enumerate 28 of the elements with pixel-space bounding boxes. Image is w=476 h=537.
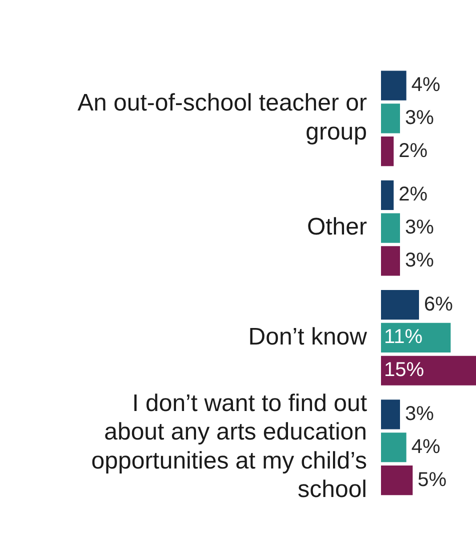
data-label: 3% — [405, 216, 434, 239]
data-label: 6% — [424, 293, 454, 316]
bar — [381, 400, 400, 430]
y-tick-label: I don’t want to find out about any arts education opportunities at my child’s school — [91, 390, 368, 504]
bar — [381, 322, 451, 353]
bar — [381, 70, 406, 100]
data-label: 5% — [418, 468, 447, 491]
data-label: 11% — [384, 326, 423, 348]
bar — [381, 246, 400, 276]
y-tick-label: Don’t know — [248, 323, 368, 350]
bar — [381, 136, 394, 166]
data-label: 15% — [384, 359, 424, 382]
data-label: 3% — [405, 402, 434, 425]
bar — [381, 465, 413, 496]
bar — [381, 290, 419, 320]
data-label: 2% — [398, 184, 428, 206]
data-label: 3% — [405, 249, 434, 272]
y-tick-label: An out-of-school teacher or group — [78, 90, 367, 146]
data-label: 4% — [411, 74, 440, 96]
data-label: 3% — [405, 106, 434, 129]
bar — [381, 180, 394, 210]
bar — [381, 356, 476, 386]
data-label: 4% — [411, 436, 440, 458]
y-tick-label: Other — [306, 214, 367, 241]
bar — [381, 432, 406, 462]
bar — [381, 104, 400, 134]
data-label: 2% — [398, 140, 428, 162]
bar — [381, 213, 400, 243]
